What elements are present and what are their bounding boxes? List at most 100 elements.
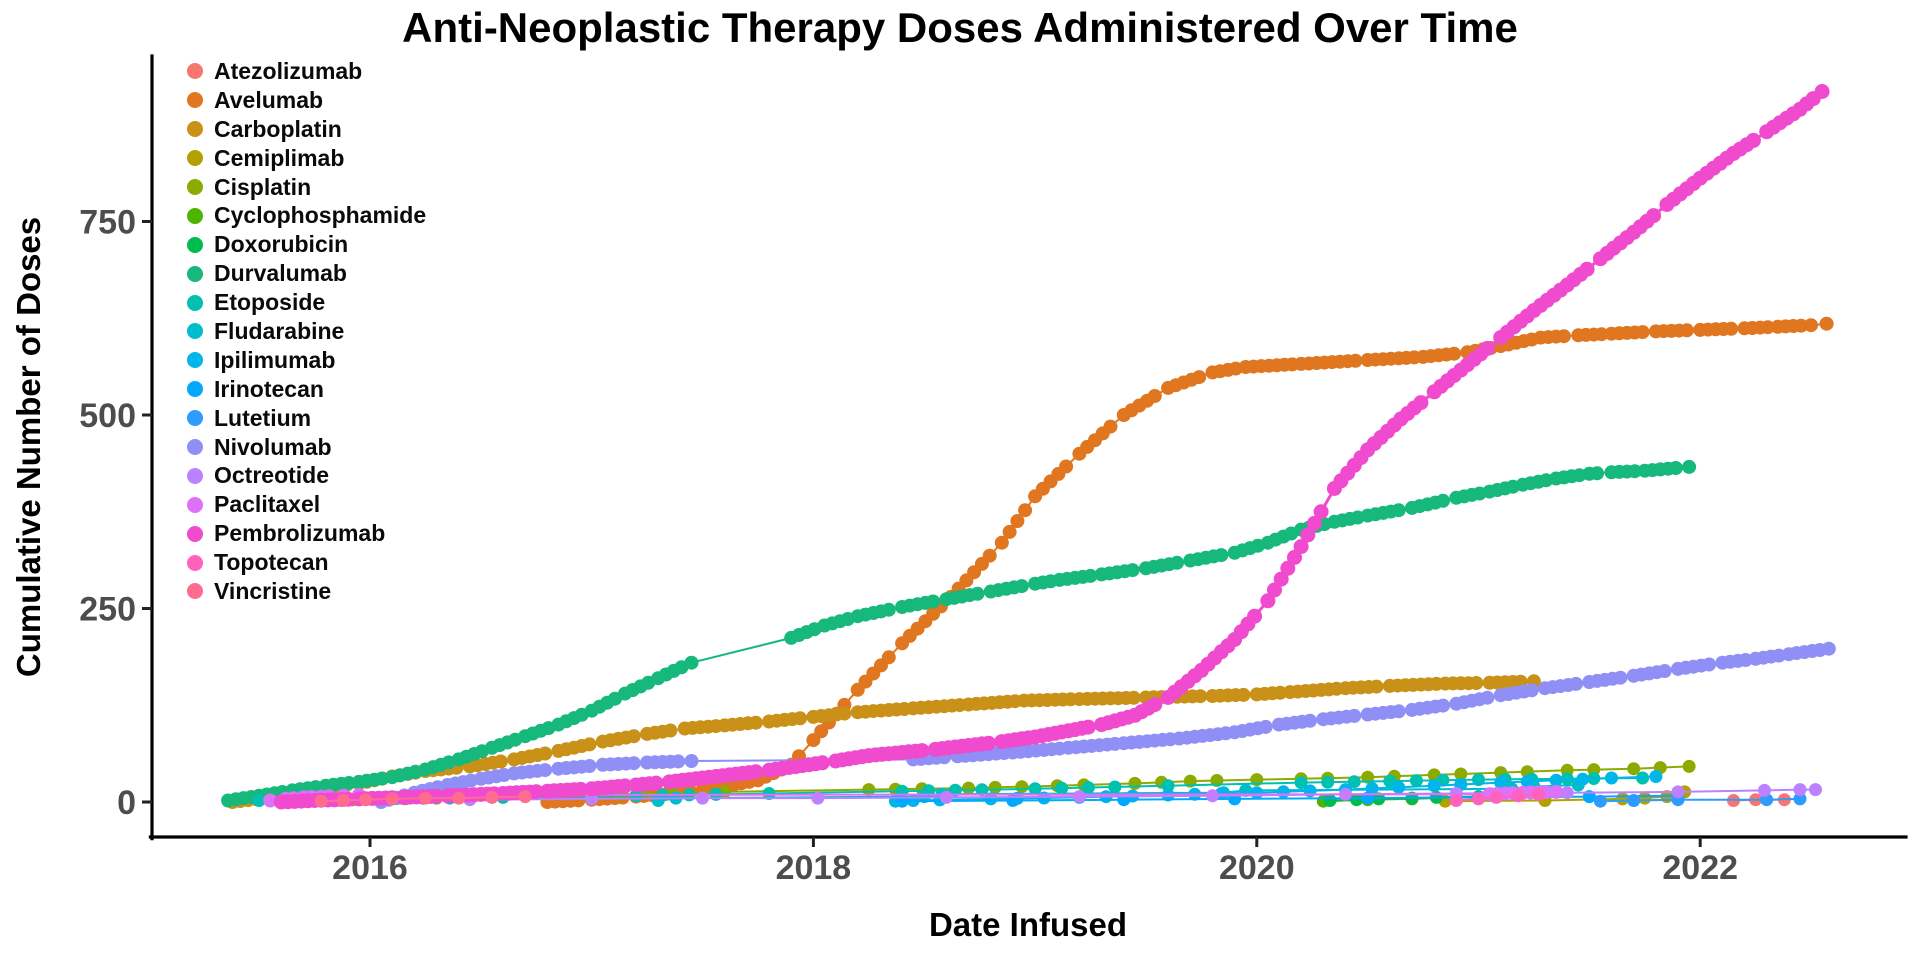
data-point (1280, 560, 1296, 576)
data-point (1055, 781, 1069, 795)
legend-item-durvalumab: Durvalumab (187, 259, 426, 288)
y-tick-label-500: 500 (79, 397, 136, 435)
legend-dot-icon (187, 92, 203, 109)
data-point (1018, 503, 1033, 518)
legend-item-cisplatin: Cisplatin (187, 173, 426, 202)
y-axis-title: Cumulative Number of Doses (10, 217, 47, 677)
x-axis-title: Date Infused (929, 906, 1127, 943)
data-point (1579, 261, 1595, 277)
data-point (939, 790, 953, 804)
legend-dot-icon (187, 121, 203, 138)
legend-item-avelumab: Avelumab (187, 86, 426, 115)
legend-label: Fludarabine (214, 317, 345, 344)
data-point (1126, 690, 1141, 705)
data-point (1161, 779, 1175, 793)
data-point (1015, 780, 1029, 794)
data-point (1247, 608, 1263, 624)
legend-item-paclitaxel: Paclitaxel (187, 490, 426, 519)
data-point (1080, 719, 1096, 735)
legend-dot-icon (187, 467, 203, 484)
legend-dot-icon (187, 179, 203, 195)
legend-item-octreotide: Octreotide (187, 461, 426, 490)
data-point (528, 784, 544, 800)
data-point (493, 754, 508, 769)
legend-label: Pembrolizumab (214, 520, 386, 547)
data-point (1409, 774, 1423, 788)
data-point (1236, 687, 1251, 702)
legend-dot-icon (187, 410, 203, 427)
series-topotecan (1449, 787, 1545, 807)
data-point (748, 715, 763, 730)
data-point (1192, 370, 1207, 385)
data-point (982, 548, 997, 563)
data-point (518, 790, 532, 804)
legend-label: Durvalumab (214, 260, 347, 287)
data-point (1560, 786, 1574, 800)
data-point (696, 791, 709, 805)
legend-dot-icon (187, 496, 203, 513)
data-point (881, 602, 896, 617)
data-point (962, 781, 976, 795)
legend-dot-icon (187, 294, 203, 311)
data-point (573, 781, 589, 797)
legend-label: Doxorubicin (214, 231, 349, 258)
legend-dot-icon (187, 439, 203, 456)
data-point (1258, 719, 1273, 734)
data-point (1758, 783, 1771, 797)
data-point (1413, 395, 1429, 411)
series-line (895, 775, 1656, 803)
data-point (429, 788, 444, 804)
data-point (1593, 794, 1607, 808)
data-point (1627, 794, 1641, 807)
data-point (1511, 789, 1525, 803)
data-point (1083, 568, 1098, 583)
legend-dot-icon (187, 381, 203, 398)
data-point (538, 746, 553, 761)
data-point (1760, 320, 1775, 335)
data-point (881, 650, 896, 665)
data-point (1646, 208, 1662, 224)
data-point (1323, 794, 1337, 807)
data-point (984, 792, 998, 806)
data-point (671, 754, 686, 769)
data-point (452, 791, 466, 805)
data-point (1294, 776, 1308, 790)
legend-label: Lutetium (214, 404, 312, 431)
x-tick-label-2016: 2016 (332, 849, 408, 887)
legend-item-lutetium: Lutetium (187, 404, 426, 433)
data-point (988, 780, 1002, 794)
data-point (1028, 782, 1042, 796)
legend-item-topotecan: Topotecan (187, 548, 426, 577)
data-point (1010, 514, 1025, 528)
y-tick-label-0: 0 (117, 784, 136, 822)
data-point (1125, 563, 1140, 578)
data-point (748, 764, 764, 780)
data-point (1524, 683, 1539, 698)
data-point (252, 794, 266, 807)
data-point (1809, 783, 1822, 797)
data-point (336, 794, 350, 807)
data-point (1560, 772, 1574, 786)
legend-dot-icon (187, 583, 203, 600)
data-point (1348, 353, 1363, 368)
data-point (814, 755, 830, 771)
data-point (1293, 539, 1309, 555)
data-point (1002, 524, 1017, 539)
data-point (263, 793, 278, 808)
legend-item-fludarabine: Fludarabine (187, 317, 426, 346)
data-point (1531, 787, 1545, 801)
data-point (582, 759, 597, 773)
data-point (1436, 493, 1450, 508)
data-point (970, 586, 985, 601)
data-point (1472, 792, 1485, 806)
series-vincristine (314, 790, 532, 808)
data-point (1128, 776, 1142, 790)
data-point (994, 535, 1009, 550)
data-point (1014, 579, 1029, 594)
data-point (1682, 759, 1696, 773)
data-point (1103, 419, 1118, 434)
data-point (1587, 763, 1601, 777)
data-point (1679, 323, 1694, 338)
data-point (1702, 657, 1717, 672)
data-point (793, 711, 808, 726)
